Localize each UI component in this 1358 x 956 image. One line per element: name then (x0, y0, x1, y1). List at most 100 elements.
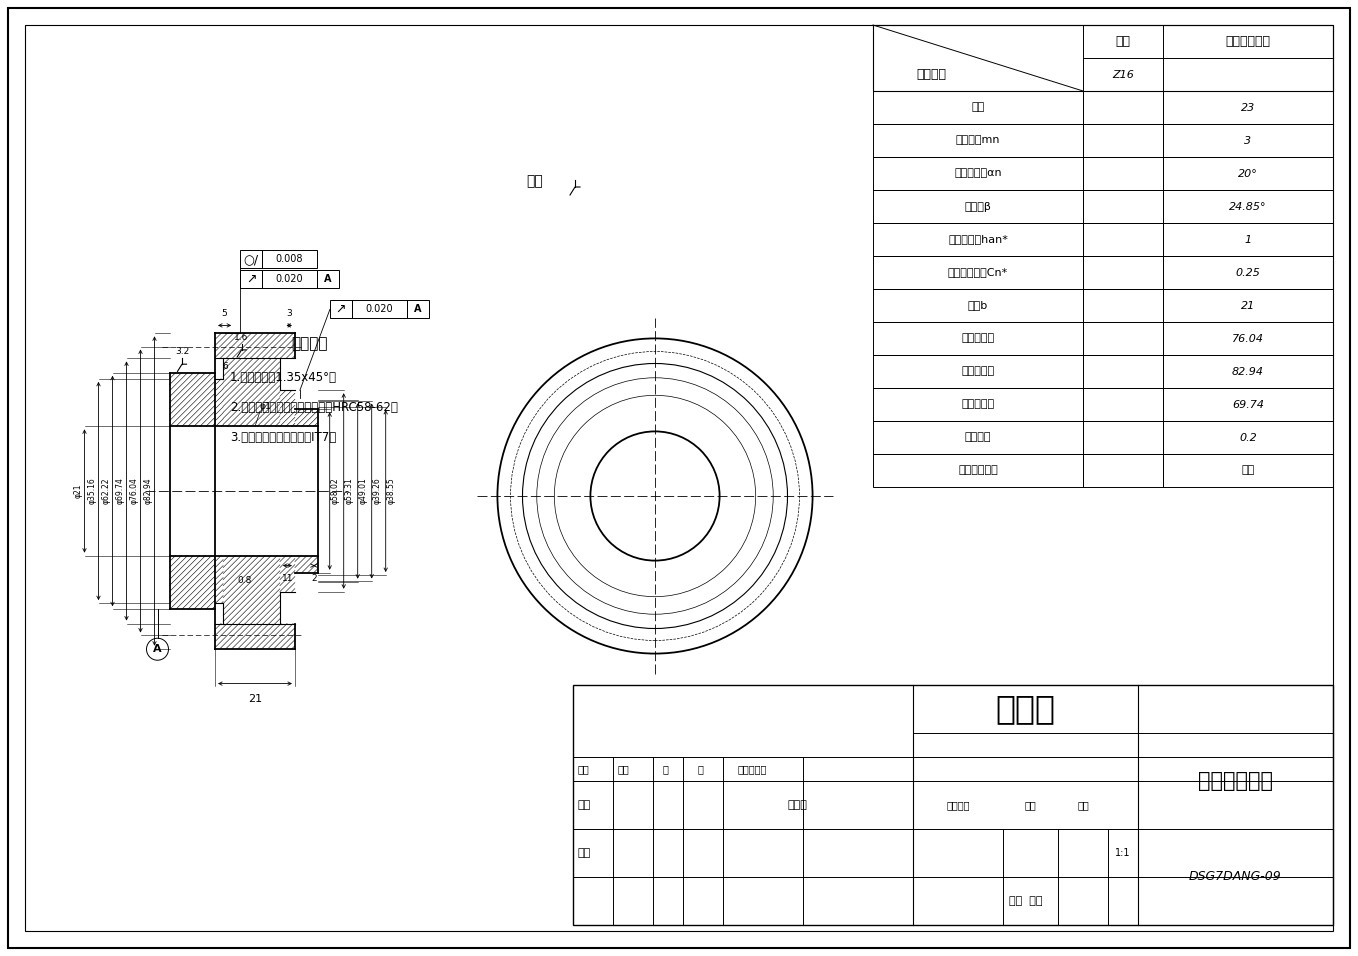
Bar (1082, 289, 1162, 322)
Bar (262, 250, 318, 269)
Text: 分: 分 (663, 764, 669, 774)
Text: 标记: 标记 (579, 764, 589, 774)
Bar (1082, 454, 1162, 487)
Bar (1082, 223, 1162, 256)
Text: 0.2: 0.2 (1238, 432, 1258, 443)
Text: 24.85°: 24.85° (1229, 202, 1267, 211)
Text: 76.04: 76.04 (1232, 334, 1264, 343)
Text: φ82.94: φ82.94 (144, 478, 152, 505)
Text: φ35.16: φ35.16 (87, 478, 96, 505)
Text: 2.渗碳后表面淬火后齿面硬度为HRC58-62；: 2.渗碳后表面淬火后齿面硬度为HRC58-62； (230, 401, 398, 414)
Text: 零件图: 零件图 (995, 692, 1055, 726)
Text: 3: 3 (1244, 136, 1252, 145)
Text: A: A (153, 644, 162, 654)
Text: 共张  第张: 共张 第张 (1009, 896, 1042, 906)
Text: φ49.01: φ49.01 (359, 478, 368, 505)
Text: φ69.74: φ69.74 (115, 478, 125, 505)
Bar (1162, 454, 1334, 487)
Text: 齿顶圆直径: 齿顶圆直径 (961, 366, 994, 377)
Bar (1082, 256, 1162, 289)
Bar (1162, 322, 1334, 355)
Text: 设计: 设计 (579, 800, 591, 810)
Text: φ58.02: φ58.02 (331, 478, 340, 505)
Text: 处数: 处数 (618, 764, 630, 774)
Text: 阶段标记: 阶段标记 (947, 800, 970, 810)
Bar (873, 91, 1082, 124)
Text: 法面模数mn: 法面模数mn (956, 136, 1001, 145)
Text: 2: 2 (311, 574, 316, 582)
Text: 11: 11 (281, 574, 293, 582)
Text: 3.2: 3.2 (175, 347, 189, 356)
Text: 齿轮参数: 齿轮参数 (917, 68, 947, 81)
Text: DSG7DANG-09: DSG7DANG-09 (1190, 871, 1282, 883)
Text: 更改文件号: 更改文件号 (737, 764, 767, 774)
Bar (1082, 91, 1162, 124)
Text: 齿宽b: 齿宽b (968, 300, 989, 311)
Text: 技术要求: 技术要求 (292, 336, 329, 351)
Text: φ21: φ21 (73, 484, 83, 498)
Text: φ62.22: φ62.22 (102, 478, 110, 504)
Bar (1162, 388, 1334, 421)
Bar (873, 454, 1082, 487)
Text: 1:1: 1:1 (1115, 848, 1131, 858)
Text: ↗: ↗ (246, 272, 257, 286)
Text: 左旋: 左旋 (1241, 466, 1255, 475)
Text: 3: 3 (287, 310, 292, 318)
Text: 比例: 比例 (1077, 800, 1089, 810)
Text: 21: 21 (1241, 300, 1255, 311)
Bar (1082, 157, 1162, 190)
Text: φ39.26: φ39.26 (372, 478, 382, 505)
Bar (873, 322, 1082, 355)
Text: 3.未注偏差尺寸处精度为IT7；: 3.未注偏差尺寸处精度为IT7； (230, 431, 337, 444)
Bar (1082, 388, 1162, 421)
Text: φ76.04: φ76.04 (129, 478, 139, 505)
Bar (1162, 256, 1334, 289)
Text: 21: 21 (249, 694, 262, 704)
Bar (240, 250, 262, 269)
Bar (873, 388, 1082, 421)
Bar (1082, 190, 1162, 223)
Bar (1162, 190, 1334, 223)
Bar (1162, 157, 1334, 190)
Text: 0.008: 0.008 (276, 254, 303, 265)
Bar (262, 271, 318, 289)
Text: 1.6: 1.6 (235, 333, 249, 342)
Bar (240, 271, 262, 289)
Bar (1082, 124, 1162, 157)
Bar (330, 300, 352, 318)
Bar (1162, 91, 1334, 124)
Text: 齿根圆直径: 齿根圆直径 (961, 400, 994, 409)
Text: 重量: 重量 (1024, 800, 1036, 810)
Bar (873, 421, 1082, 454)
Bar (873, 223, 1082, 256)
Text: A: A (414, 304, 421, 315)
Text: 齿轮倾斜方向: 齿轮倾斜方向 (959, 466, 998, 475)
Bar (1082, 322, 1162, 355)
Text: 分度圆直径: 分度圆直径 (961, 334, 994, 343)
Text: ○/: ○/ (243, 253, 258, 266)
Text: 审核: 审核 (579, 848, 591, 858)
Text: 20°: 20° (1238, 168, 1258, 179)
Text: φ1: φ1 (259, 402, 272, 411)
Bar (1162, 355, 1334, 388)
Bar (1082, 421, 1162, 454)
Bar (873, 190, 1082, 223)
Text: 69.74: 69.74 (1232, 400, 1264, 409)
Text: 五档主动齿轮: 五档主动齿轮 (1225, 35, 1271, 48)
Text: 0.8: 0.8 (238, 576, 253, 585)
Text: 82.94: 82.94 (1232, 366, 1264, 377)
Bar (873, 25, 1334, 91)
Text: 法面顶隙系数Cn*: 法面顶隙系数Cn* (948, 268, 1008, 277)
Bar (1082, 355, 1162, 388)
Bar (407, 300, 429, 318)
Bar (1162, 124, 1334, 157)
Text: 1.未注倒角为1.35x45°；: 1.未注倒角为1.35x45°； (230, 371, 337, 384)
Bar (1162, 223, 1334, 256)
Text: ↗: ↗ (335, 303, 346, 315)
Bar (873, 124, 1082, 157)
Bar (352, 300, 407, 318)
Bar (318, 271, 340, 289)
Text: 0.25: 0.25 (1236, 268, 1260, 277)
Bar (1162, 421, 1334, 454)
Text: A: A (325, 274, 331, 285)
